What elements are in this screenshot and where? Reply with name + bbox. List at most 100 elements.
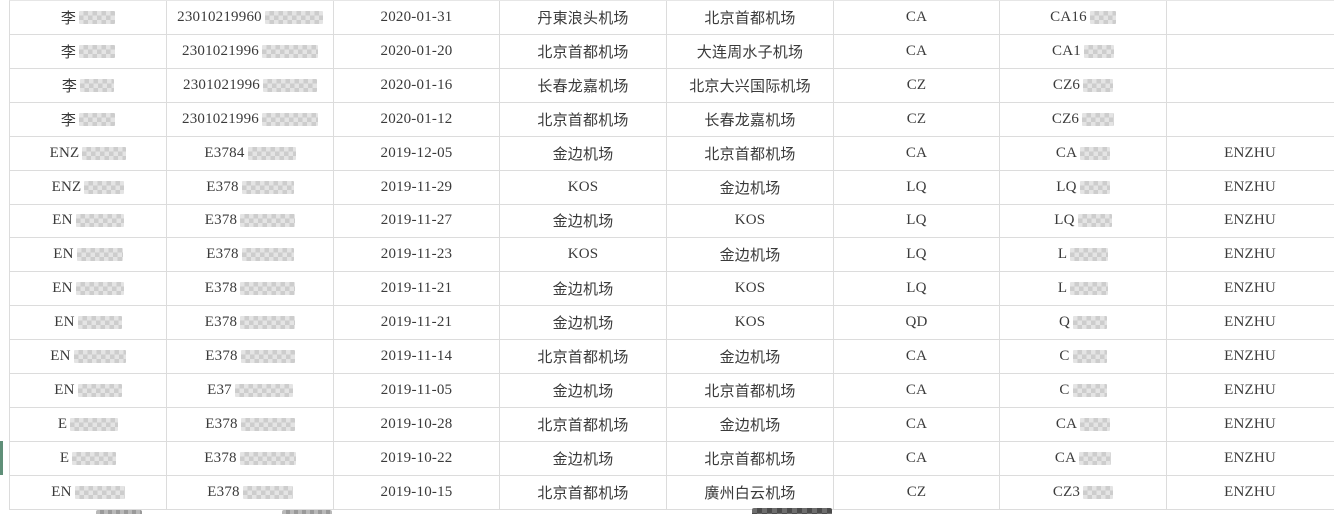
cell-airline-code[interactable]: LQ bbox=[834, 238, 1000, 272]
cell-flight-number[interactable]: C bbox=[1000, 374, 1167, 408]
cell-departure-airport[interactable]: 金边机场 bbox=[500, 204, 667, 238]
cell-departure-airport[interactable]: 金边机场 bbox=[500, 374, 667, 408]
cell-flight-date[interactable]: 2019-12-05 bbox=[334, 136, 500, 170]
cell-arrival-airport[interactable]: 北京首都机场 bbox=[667, 1, 834, 34]
cell-airline-code[interactable]: LQ bbox=[834, 204, 1000, 238]
cell-id-number[interactable]: E37 bbox=[167, 374, 334, 408]
cell-flight-date[interactable]: 2020-01-16 bbox=[334, 68, 500, 102]
cell-passenger-name[interactable]: EN bbox=[10, 272, 167, 306]
cell-flight-date[interactable]: 2019-10-15 bbox=[334, 475, 500, 509]
cell-departure-airport[interactable]: 金边机场 bbox=[500, 306, 667, 340]
cell-passenger-name[interactable]: EN bbox=[10, 204, 167, 238]
cell-airline-code[interactable]: LQ bbox=[834, 272, 1000, 306]
cell-remark[interactable]: ENZHU bbox=[1167, 205, 1333, 238]
cell-arrival-airport[interactable]: 北京大兴国际机场 bbox=[667, 68, 834, 102]
cell-airline-code[interactable]: CA bbox=[834, 408, 1000, 441]
cell-departure-airport[interactable]: 北京首都机场 bbox=[500, 102, 667, 136]
cell-id-number[interactable]: E3784 bbox=[167, 136, 334, 170]
cell-departure-airport[interactable]: 北京首都机场 bbox=[500, 34, 667, 68]
cell-flight-number[interactable]: L bbox=[1000, 272, 1167, 306]
cell-flight-date[interactable]: 2019-11-29 bbox=[334, 170, 500, 204]
cell-airline-code[interactable]: CA bbox=[834, 340, 1000, 374]
cell-remark[interactable]: ENZHU bbox=[1167, 340, 1333, 373]
cell-flight-number[interactable]: LQ bbox=[1000, 204, 1167, 238]
cell-arrival-airport[interactable]: 大连周水子机场 bbox=[667, 34, 834, 68]
cell-airline-code[interactable]: QD bbox=[834, 306, 1000, 340]
cell-departure-airport[interactable]: KOS bbox=[500, 170, 667, 204]
cell-remark[interactable]: ENZHU bbox=[1167, 476, 1333, 509]
cell-remark[interactable]: ENZHU bbox=[1167, 306, 1333, 339]
cell-flight-date[interactable]: 2019-11-21 bbox=[334, 272, 500, 306]
cell-flight-number[interactable]: LQ bbox=[1000, 170, 1167, 204]
cell-arrival-airport[interactable]: KOS bbox=[667, 306, 834, 340]
cell-flight-number[interactable]: CA bbox=[1000, 441, 1167, 475]
cell-passenger-name[interactable]: E bbox=[10, 441, 167, 475]
cell-flight-date[interactable]: 2019-10-28 bbox=[334, 408, 500, 441]
cell-flight-number[interactable]: C bbox=[1000, 340, 1167, 374]
cell-passenger-name[interactable]: 李 bbox=[10, 1, 167, 34]
cell-remark[interactable]: ENZHU bbox=[1167, 272, 1333, 305]
cell-departure-airport[interactable]: 金边机场 bbox=[500, 136, 667, 170]
cell-arrival-airport[interactable]: 金边机场 bbox=[667, 408, 834, 441]
cell-flight-date[interactable]: 2019-11-27 bbox=[334, 204, 500, 238]
cell-passenger-name[interactable]: ENZ bbox=[10, 136, 167, 170]
cell-remark[interactable]: ENZHU bbox=[1167, 374, 1333, 407]
cell-arrival-airport[interactable]: KOS bbox=[667, 204, 834, 238]
cell-departure-airport[interactable]: 金边机场 bbox=[500, 441, 667, 475]
cell-flight-number[interactable]: CZ6 bbox=[1000, 68, 1167, 102]
cell-id-number[interactable]: 23010219960 bbox=[167, 1, 334, 34]
cell-flight-date[interactable]: 2019-11-14 bbox=[334, 340, 500, 374]
cell-arrival-airport[interactable]: 北京首都机场 bbox=[667, 374, 834, 408]
cell-passenger-name[interactable]: EN bbox=[10, 238, 167, 272]
cell-remark[interactable] bbox=[1167, 69, 1333, 102]
cell-arrival-airport[interactable]: 北京首都机场 bbox=[667, 136, 834, 170]
cell-passenger-name[interactable]: 李 bbox=[10, 68, 167, 102]
cell-remark[interactable] bbox=[1167, 35, 1333, 68]
cell-remark[interactable]: ENZHU bbox=[1167, 171, 1333, 204]
cell-flight-date[interactable]: 2020-01-12 bbox=[334, 102, 500, 136]
cell-airline-code[interactable]: CZ bbox=[834, 475, 1000, 509]
cell-flight-number[interactable]: CA bbox=[1000, 408, 1167, 441]
cell-flight-date[interactable]: 2019-10-22 bbox=[334, 441, 500, 475]
cell-id-number[interactable]: E378 bbox=[167, 306, 334, 340]
cell-id-number[interactable]: 2301021996 bbox=[167, 102, 334, 136]
cell-passenger-name[interactable]: EN bbox=[10, 340, 167, 374]
cell-id-number[interactable]: E378 bbox=[167, 340, 334, 374]
cell-flight-date[interactable]: 2019-11-23 bbox=[334, 238, 500, 272]
cell-arrival-airport[interactable]: KOS bbox=[667, 272, 834, 306]
cell-remark[interactable]: ENZHU bbox=[1167, 408, 1333, 441]
cell-arrival-airport[interactable]: 廣州白云机场 bbox=[667, 475, 834, 509]
cell-id-number[interactable]: E378 bbox=[167, 408, 334, 441]
cell-passenger-name[interactable]: EN bbox=[10, 374, 167, 408]
cell-arrival-airport[interactable]: 金边机场 bbox=[667, 238, 834, 272]
cell-remark[interactable]: ENZHU bbox=[1167, 137, 1333, 170]
cell-passenger-name[interactable]: EN bbox=[10, 475, 167, 509]
cell-departure-airport[interactable]: 北京首都机场 bbox=[500, 340, 667, 374]
cell-remark[interactable] bbox=[1167, 1, 1333, 34]
cell-flight-number[interactable]: Q bbox=[1000, 306, 1167, 340]
cell-departure-airport[interactable]: 丹東浪头机场 bbox=[500, 1, 667, 34]
cell-airline-code[interactable]: CA bbox=[834, 1, 1000, 34]
cell-remark[interactable] bbox=[1167, 103, 1333, 136]
cell-flight-date[interactable]: 2019-11-21 bbox=[334, 306, 500, 340]
cell-airline-code[interactable]: CA bbox=[834, 441, 1000, 475]
cell-airline-code[interactable]: CZ bbox=[834, 68, 1000, 102]
cell-remark[interactable]: ENZHU bbox=[1167, 442, 1333, 475]
cell-id-number[interactable]: E378 bbox=[167, 441, 334, 475]
cell-id-number[interactable]: E378 bbox=[167, 272, 334, 306]
cell-passenger-name[interactable]: ENZ bbox=[10, 170, 167, 204]
cell-departure-airport[interactable]: 北京首都机场 bbox=[500, 408, 667, 441]
cell-departure-airport[interactable]: 长春龙嘉机场 bbox=[500, 68, 667, 102]
cell-id-number[interactable]: 2301021996 bbox=[167, 68, 334, 102]
cell-flight-date[interactable]: 2019-11-05 bbox=[334, 374, 500, 408]
cell-arrival-airport[interactable]: 金边机场 bbox=[667, 340, 834, 374]
cell-airline-code[interactable]: LQ bbox=[834, 170, 1000, 204]
cell-passenger-name[interactable]: 李 bbox=[10, 34, 167, 68]
cell-id-number[interactable]: E378 bbox=[167, 204, 334, 238]
cell-id-number[interactable]: 2301021996 bbox=[167, 34, 334, 68]
cell-passenger-name[interactable]: E bbox=[10, 408, 167, 441]
cell-flight-number[interactable]: CA1 bbox=[1000, 34, 1167, 68]
cell-airline-code[interactable]: CZ bbox=[834, 102, 1000, 136]
cell-flight-number[interactable]: CZ6 bbox=[1000, 102, 1167, 136]
cell-airline-code[interactable]: CA bbox=[834, 34, 1000, 68]
